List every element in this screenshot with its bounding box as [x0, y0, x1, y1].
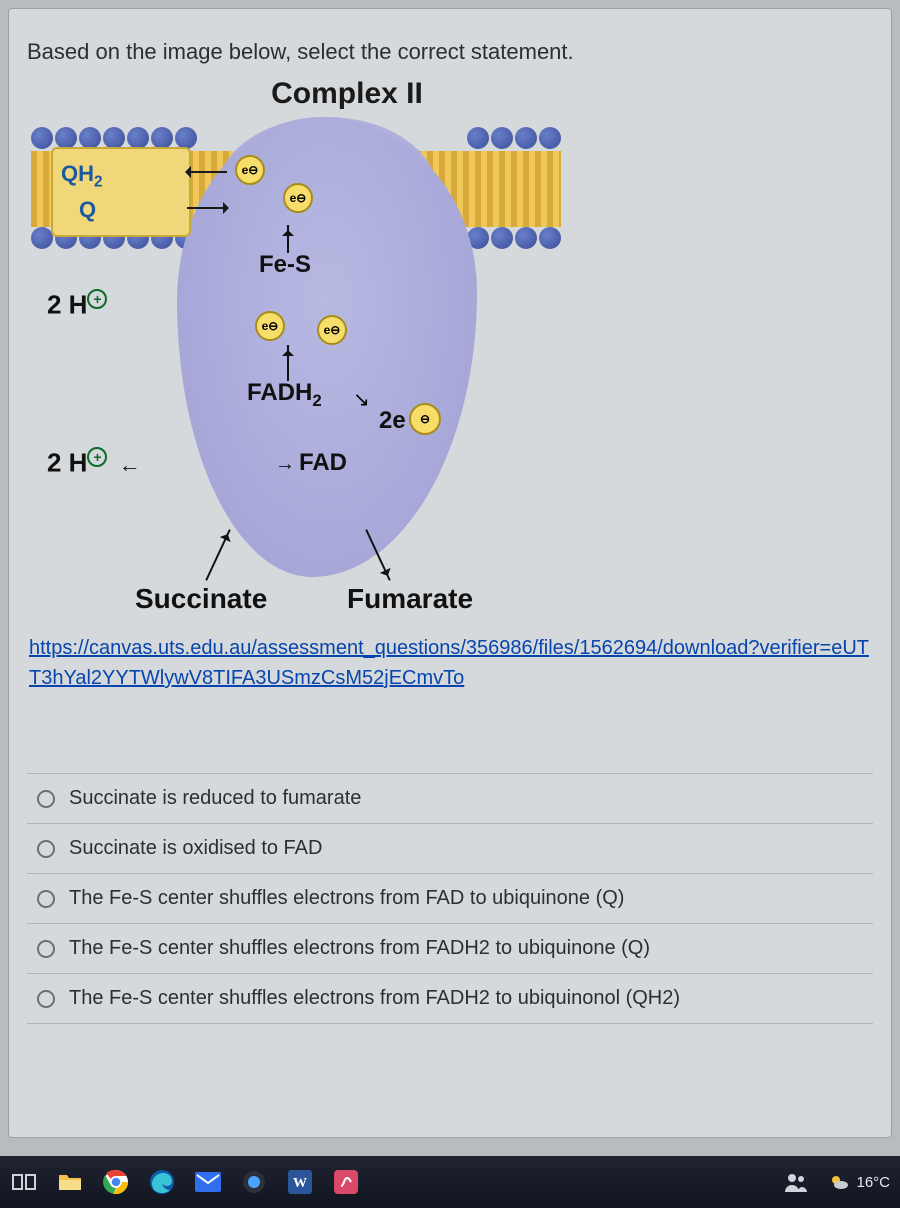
complex-ii-diagram: QH2 Q e⊖ e⊖ e⊖ e⊖ ⊖ Fe-S FADH2 ↘ →FAD 2e… — [17, 117, 577, 627]
radio-icon[interactable] — [37, 790, 55, 808]
question-prompt: Based on the image below, select the cor… — [27, 39, 873, 65]
edge-icon[interactable] — [148, 1168, 176, 1196]
q-label: Q — [61, 197, 189, 223]
radio-icon[interactable] — [37, 940, 55, 958]
image-source-link[interactable]: https://canvas.uts.edu.au/assessment_que… — [29, 633, 871, 693]
arrow-qh2-out — [187, 171, 227, 173]
two-h-plus-bottom: 2 H+ ← — [47, 447, 141, 479]
option-3[interactable]: The Fe-S center shuffles electrons from … — [27, 873, 873, 923]
fumarate-label: Fumarate — [347, 583, 473, 615]
arrow-fadh2: ↘ — [353, 387, 370, 412]
option-label: The Fe-S center shuffles electrons from … — [69, 937, 650, 960]
arrow-fes — [287, 225, 289, 253]
electron-2: e⊖ — [283, 183, 313, 213]
option-2[interactable]: Succinate is oxidised to FAD — [27, 823, 873, 873]
chrome-icon[interactable] — [102, 1168, 130, 1196]
two-h-plus-top: 2 H+ — [47, 289, 107, 321]
weather-widget[interactable]: 16°C — [828, 1171, 890, 1193]
svg-text:W: W — [293, 1176, 307, 1191]
people-icon[interactable] — [782, 1168, 810, 1196]
option-label: The Fe-S center shuffles electrons from … — [69, 987, 680, 1010]
qh2-label: QH — [61, 161, 94, 186]
radio-icon[interactable] — [37, 890, 55, 908]
ubiquinone-box: QH2 Q — [51, 147, 191, 237]
protein-body — [177, 117, 477, 577]
mail-icon[interactable] — [194, 1168, 222, 1196]
electron-3: e⊖ — [255, 311, 285, 341]
weather-icon — [828, 1171, 850, 1193]
electron-2e-circle: ⊖ — [409, 403, 441, 435]
arrow-ee-up — [287, 345, 289, 381]
windows-taskbar[interactable]: W 16°C — [0, 1156, 900, 1208]
option-label: Succinate is oxidised to FAD — [69, 837, 322, 860]
electron-4: e⊖ — [317, 315, 347, 345]
file-explorer-icon[interactable] — [56, 1168, 84, 1196]
option-label: The Fe-S center shuffles electrons from … — [69, 887, 624, 910]
answer-options: Succinate is reduced to fumarate Succina… — [27, 773, 873, 1024]
electron-1: e⊖ — [235, 155, 265, 185]
option-1[interactable]: Succinate is reduced to fumarate — [27, 773, 873, 823]
arrow-q-in — [187, 207, 227, 209]
app-pink-icon[interactable] — [332, 1168, 360, 1196]
radio-icon[interactable] — [37, 990, 55, 1008]
fes-label: Fe-S — [259, 251, 311, 279]
task-view-icon[interactable] — [10, 1168, 38, 1196]
quiz-panel: Based on the image below, select the cor… — [8, 8, 892, 1138]
option-4[interactable]: The Fe-S center shuffles electrons from … — [27, 923, 873, 973]
two-electron-label: 2e — [379, 407, 406, 435]
word-icon[interactable]: W — [286, 1168, 314, 1196]
option-label: Succinate is reduced to fumarate — [69, 787, 361, 810]
fadh2-label: FADH2 — [247, 379, 322, 411]
fad-label: →FAD — [275, 449, 347, 477]
temperature-label: 16°C — [856, 1174, 890, 1191]
succinate-label: Succinate — [135, 583, 267, 615]
option-5[interactable]: The Fe-S center shuffles electrons from … — [27, 973, 873, 1024]
app-icon[interactable] — [240, 1168, 268, 1196]
diagram-title: Complex II — [67, 77, 627, 111]
radio-icon[interactable] — [37, 840, 55, 858]
arrow-succinate — [205, 529, 230, 581]
